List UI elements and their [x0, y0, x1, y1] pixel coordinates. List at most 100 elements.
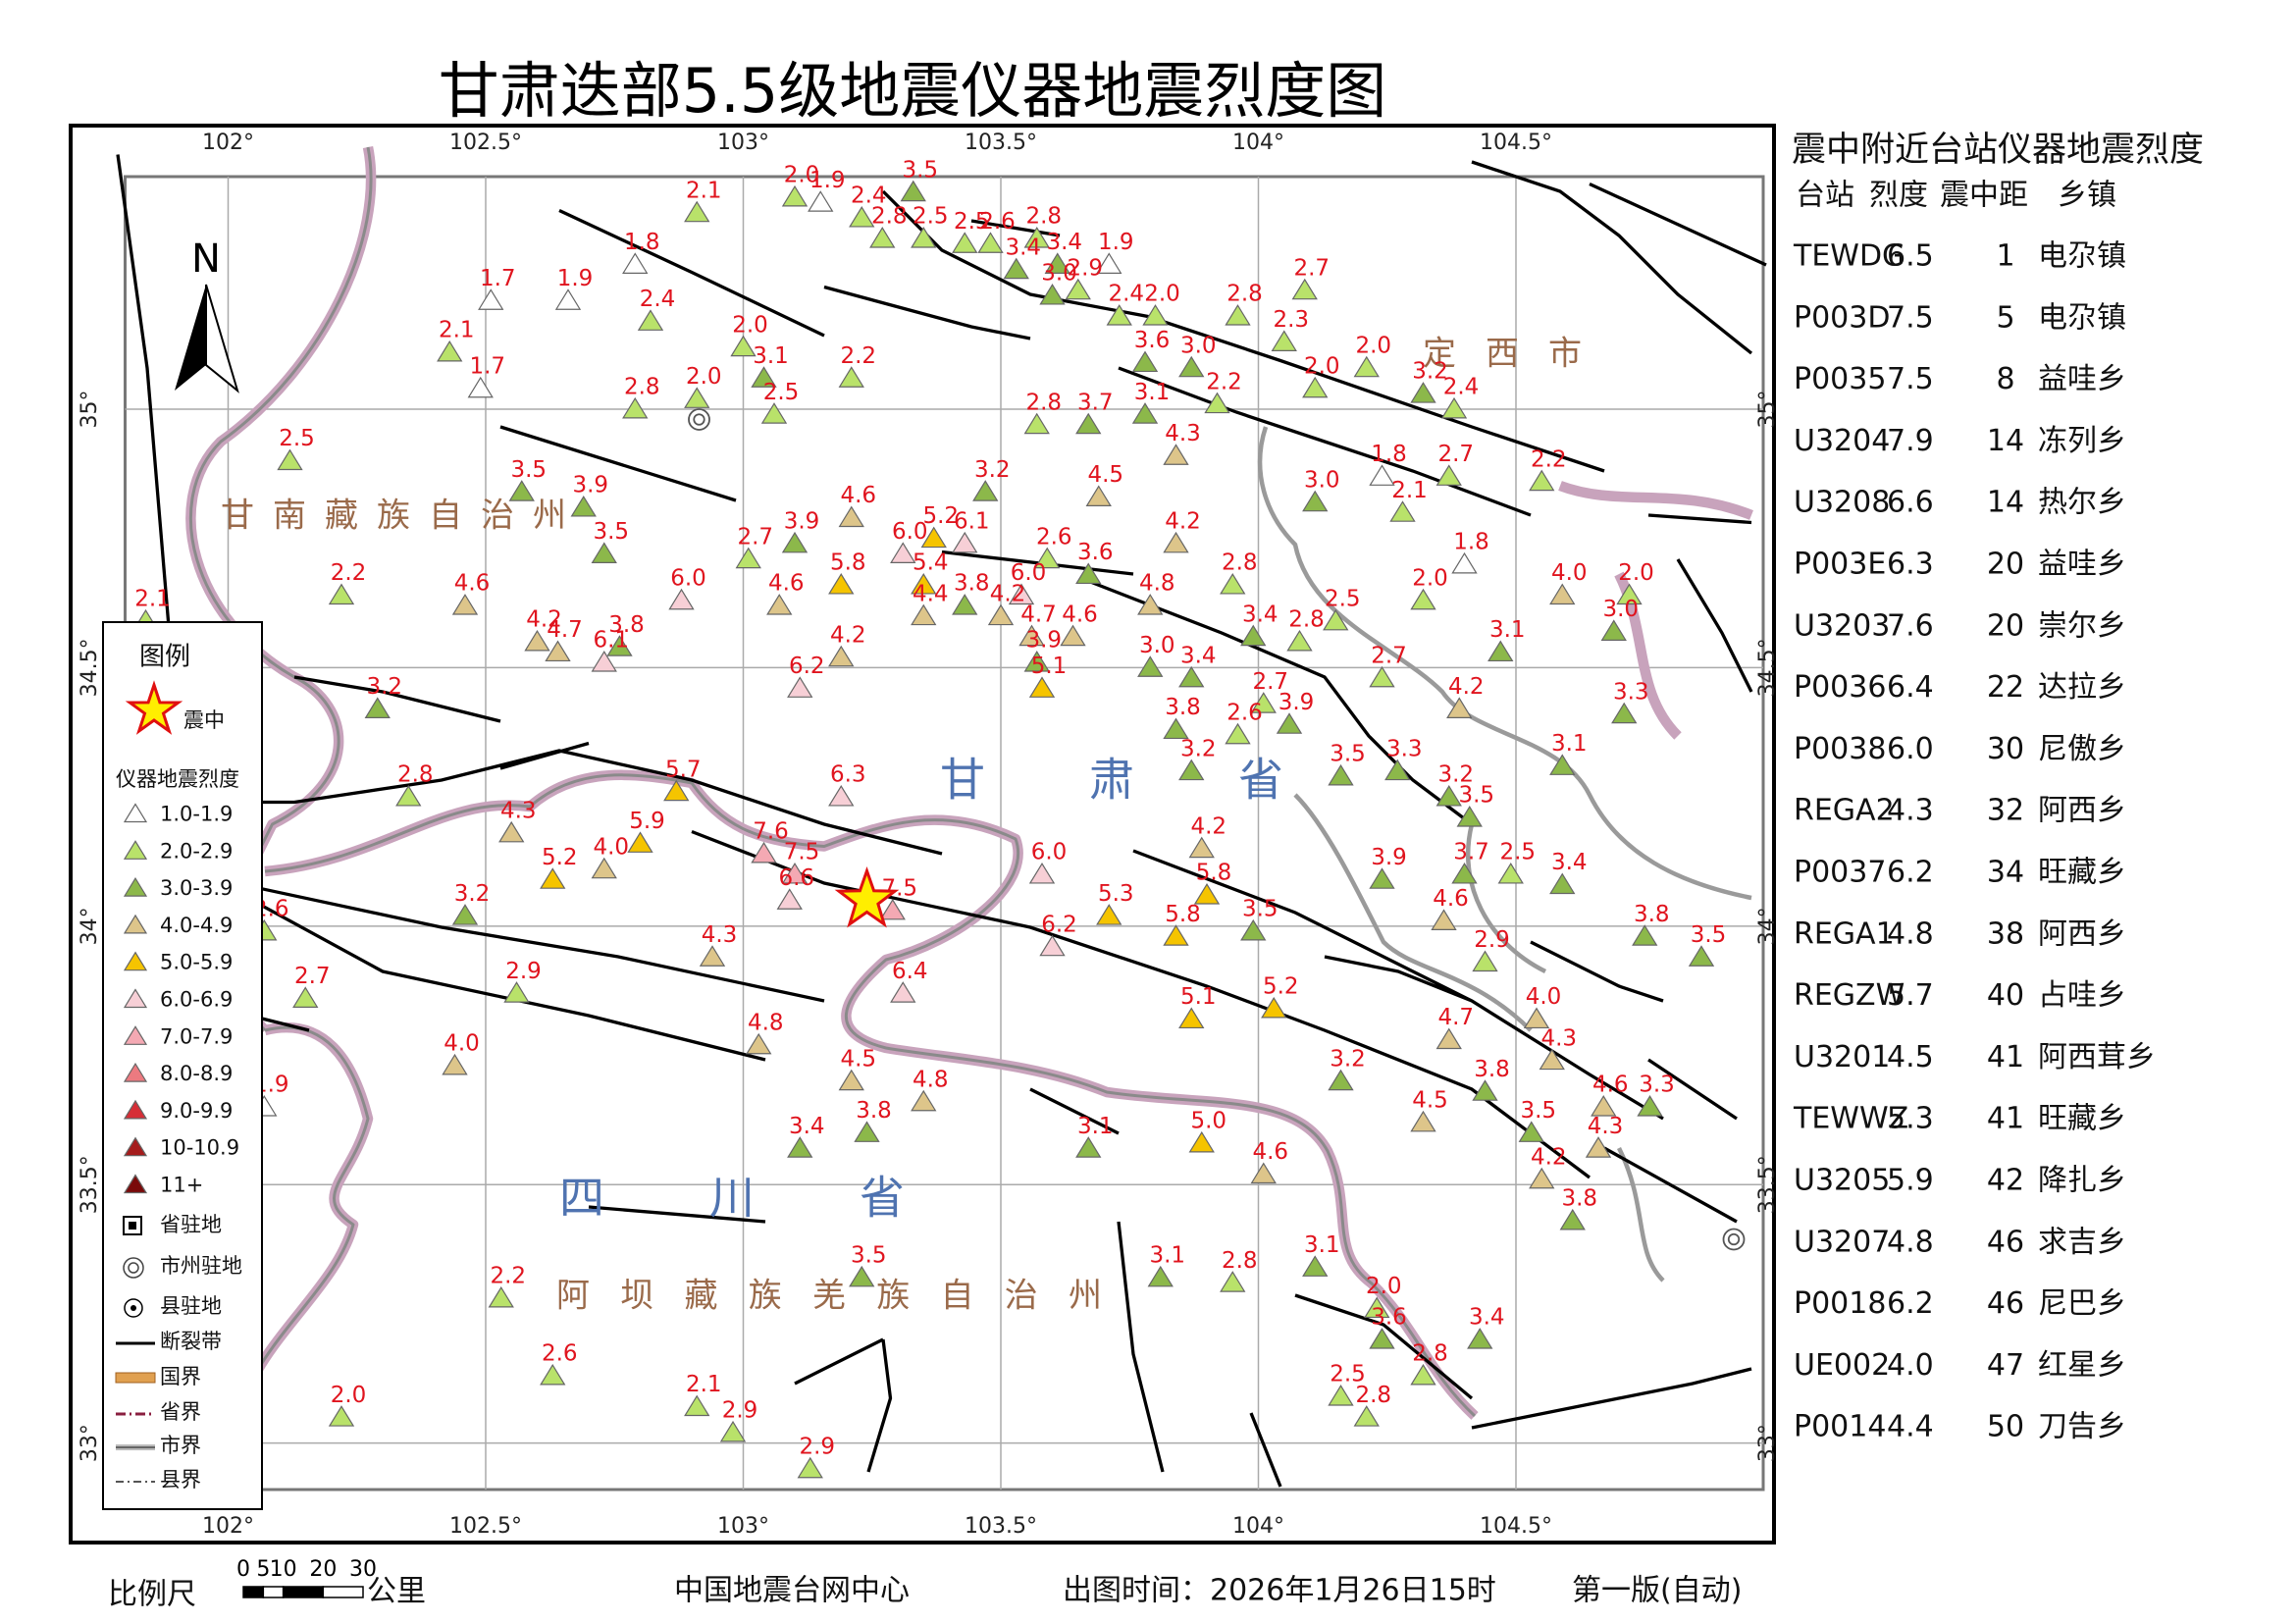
intensity-station [1044, 252, 1070, 274]
scale-label: 比例尺 [108, 1578, 196, 1612]
table-cell: REGZW [1794, 978, 1905, 1013]
intensity-label: 3.3 [1386, 736, 1423, 761]
y-tick-label: 35° [1755, 391, 1780, 429]
intensity-station [838, 505, 864, 528]
intensity-station [879, 898, 906, 920]
legend-label: 6.0-6.9 [160, 988, 233, 1012]
intensity-station [1446, 697, 1473, 718]
intensity-label: 2.2 [840, 343, 876, 369]
intensity-label: 2.8 [397, 762, 434, 788]
y-tick-label: 34° [78, 907, 102, 945]
intensity-station [1497, 862, 1524, 884]
intensity-station [591, 857, 617, 879]
intensity-station [1328, 763, 1354, 786]
y-tick-label: 35° [78, 391, 102, 429]
intensity-label: 2.1 [134, 587, 171, 612]
y-tick-label: 33° [1755, 1424, 1780, 1462]
intensity-label: 3.1 [1489, 617, 1526, 643]
intensity-station [1137, 594, 1164, 615]
table-header: 乡镇 [2058, 179, 2116, 213]
intensity-station [1487, 640, 1514, 662]
intensity-station [328, 1405, 355, 1427]
intensity-station [900, 180, 926, 202]
intensity-label: 1.7 [469, 353, 505, 379]
intensity-label: 5.4 [913, 550, 949, 576]
intensity-label: 2.8 [1412, 1341, 1448, 1367]
intensity-label: 5.1 [1031, 654, 1068, 679]
intensity-station [1178, 355, 1205, 378]
intensity-station [1353, 355, 1380, 378]
table-cell: 益哇乡 [2038, 548, 2126, 582]
intensity-label: 2.6 [1226, 700, 1263, 725]
intensity-station [1096, 252, 1122, 274]
intensity-label: 1.9 [809, 168, 846, 193]
intensity-label: 3.1 [1077, 1114, 1114, 1139]
intensity-label: 4.3 [1165, 421, 1201, 446]
intensity-station [1178, 1007, 1205, 1029]
intensity-station [467, 376, 494, 398]
intensity-label: 1.9 [557, 266, 594, 291]
intensity-label: 3.9 [572, 473, 608, 498]
intensity-label: 2.5 [763, 380, 800, 405]
legend-label: 9.0-9.9 [160, 1099, 233, 1123]
intensity-label: 5.2 [542, 845, 578, 870]
table-cell: 38 [1987, 916, 2024, 951]
intensity-station [1023, 227, 1050, 248]
intensity-station [524, 629, 550, 652]
intensity-label: 4.3 [1540, 1025, 1577, 1051]
intensity-station [1220, 572, 1246, 595]
map-title: 甘肃迭部5.5级地震仪器地震烈度图 [439, 55, 1387, 127]
intensity-station [952, 594, 978, 615]
intensity-label: 3.9 [784, 509, 820, 535]
scale-segment [242, 1586, 265, 1598]
intensity-label: 3.8 [1634, 902, 1670, 927]
intensity-station [451, 904, 479, 925]
table-cell: 降扎乡 [2038, 1164, 2126, 1198]
intensity-label: 4.7 [1437, 1005, 1474, 1030]
intensity-label: 3.0 [1139, 633, 1175, 658]
intensity-station [699, 945, 726, 967]
intensity-label: 4.2 [1531, 1144, 1567, 1170]
table-cell: 刀告乡 [2038, 1410, 2126, 1444]
table-cell: 7.5 [1887, 300, 1934, 335]
legend-swatch [123, 951, 148, 971]
legend-swatch [123, 803, 148, 823]
table-cell: 30 [1987, 732, 2024, 766]
legend-swatch [123, 988, 148, 1009]
table-cell: P0037 [1794, 856, 1886, 890]
intensity-label: 2.2 [1531, 446, 1567, 472]
intensity-label: 2.7 [1371, 643, 1407, 668]
intensity-label: 3.8 [608, 612, 645, 638]
intensity-station [1220, 1271, 1246, 1292]
intensity-label: 2.4 [1443, 375, 1480, 400]
table-cell: TEWDG [1793, 239, 1905, 274]
table-cell: 14 [1987, 424, 2024, 458]
intensity-station [622, 396, 649, 419]
table-cell: 40 [1987, 978, 2024, 1013]
scale-segment [322, 1586, 364, 1598]
intensity-label: 3.1 [753, 343, 789, 369]
table-cell: 红星乡 [2038, 1348, 2126, 1383]
intensity-label: 2.0 [1304, 353, 1340, 379]
intensity-label: 2.2 [490, 1264, 526, 1289]
intensity-station [1250, 1162, 1277, 1184]
intensity-label: 2.0 [732, 312, 768, 338]
intensity-station [920, 526, 947, 549]
x-tick-label: 104.5° [1480, 131, 1552, 155]
legend-swatch [123, 914, 148, 934]
intensity-station [498, 820, 525, 843]
intensity-label: 3.8 [856, 1098, 892, 1124]
intensity-station [1008, 583, 1035, 605]
table-cell: 6.5 [1887, 239, 1934, 274]
intensity-station [808, 190, 834, 212]
intensity-label: 3.3 [1639, 1073, 1675, 1098]
intensity-label: 4.2 [1165, 509, 1201, 535]
intensity-label: 3.6 [1371, 1305, 1407, 1331]
intensity-label: 3.5 [1330, 742, 1366, 767]
intensity-label: 3.5 [851, 1243, 887, 1269]
intensity-label: 2.0 [784, 163, 820, 188]
x-tick-label: 103° [717, 1514, 769, 1539]
intensity-station [1585, 1136, 1612, 1158]
table-cell: 阿西茸乡 [2038, 1040, 2156, 1074]
